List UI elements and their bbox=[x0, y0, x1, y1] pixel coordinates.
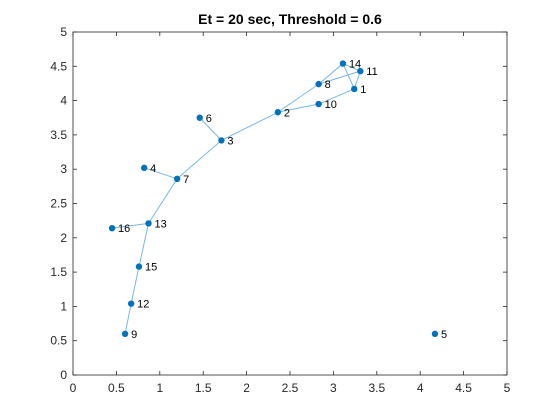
y-tick-label: 3.5 bbox=[50, 128, 67, 142]
y-tick-label: 4 bbox=[60, 94, 67, 108]
edge-8-11 bbox=[318, 70, 361, 85]
x-tick-label: 2 bbox=[243, 381, 250, 395]
y-tick-label: 1 bbox=[60, 299, 67, 313]
x-tick-label: 2.5 bbox=[282, 381, 299, 395]
data-point-12 bbox=[127, 300, 135, 307]
edge-7-3 bbox=[176, 140, 222, 180]
point-label-13: 13 bbox=[155, 218, 167, 230]
point-label-2: 2 bbox=[284, 107, 290, 119]
x-tick-label: 3.5 bbox=[368, 381, 385, 395]
x-tick-label: 4.5 bbox=[455, 381, 472, 395]
edge-9-12 bbox=[124, 303, 132, 334]
y-tick-label: 2.5 bbox=[50, 197, 67, 211]
edge-7-4 bbox=[144, 167, 178, 180]
edge-1-14 bbox=[342, 63, 355, 90]
point-label-12: 12 bbox=[137, 299, 149, 311]
point-label-7: 7 bbox=[183, 174, 189, 186]
point-label-14: 14 bbox=[349, 59, 361, 71]
edge-3-2 bbox=[221, 111, 279, 141]
edge-13-16 bbox=[111, 222, 149, 229]
x-tick-label: 4 bbox=[417, 381, 424, 395]
edge-3-6 bbox=[199, 117, 222, 141]
y-tick-label: 4.5 bbox=[50, 59, 67, 73]
x-tick-label: 0.5 bbox=[108, 381, 125, 395]
edge-12-15 bbox=[130, 266, 140, 304]
y-tick-label: 0 bbox=[60, 368, 67, 382]
point-label-6: 6 bbox=[206, 113, 212, 125]
data-point-4 bbox=[140, 164, 148, 172]
data-point-10 bbox=[315, 100, 322, 108]
data-point-3 bbox=[218, 137, 225, 144]
point-label-11: 11 bbox=[366, 66, 377, 78]
plot-area bbox=[72, 31, 508, 376]
data-point-5 bbox=[431, 330, 439, 338]
x-tick-label: 3 bbox=[330, 381, 337, 395]
point-label-8: 8 bbox=[325, 79, 331, 91]
edge-15-13 bbox=[138, 223, 150, 267]
point-label-15: 15 bbox=[145, 262, 157, 274]
edge-2-10 bbox=[277, 103, 319, 113]
data-point-1 bbox=[351, 85, 358, 93]
x-tick-label: 0 bbox=[70, 381, 77, 395]
edge-13-7 bbox=[148, 178, 178, 224]
x-tick-label: 1.5 bbox=[195, 381, 212, 395]
y-tick-label: 0.5 bbox=[50, 334, 67, 348]
data-point-9 bbox=[121, 330, 129, 338]
data-point-6 bbox=[196, 114, 203, 121]
point-label-9: 9 bbox=[131, 329, 137, 341]
point-label-1: 1 bbox=[360, 84, 366, 96]
x-tick-label: 1 bbox=[156, 381, 163, 395]
data-point-16 bbox=[108, 224, 116, 232]
data-point-7 bbox=[173, 175, 181, 183]
data-point-2 bbox=[274, 109, 282, 116]
point-label-3: 3 bbox=[227, 135, 233, 147]
y-tick-label: 3 bbox=[60, 162, 67, 176]
edge-group bbox=[111, 63, 361, 334]
tick-group: 0 0.5 1 1.5 2 2.5 3 3.5 4 4.5 5 0 0.5 1 1.5 2 2.5 3 3.5 4 4.… bbox=[50, 25, 510, 395]
data-point-8 bbox=[315, 80, 322, 88]
edge-10-1 bbox=[318, 88, 355, 105]
chart-title: Et = 20 sec, Threshold = 0.6 bbox=[198, 11, 382, 27]
y-tick-label: 1.5 bbox=[50, 265, 67, 279]
data-point-15 bbox=[135, 263, 143, 270]
data-point-14 bbox=[339, 60, 347, 67]
y-tick-label: 5 bbox=[60, 25, 67, 39]
point-label-10: 10 bbox=[325, 99, 337, 111]
x-tick-label: 5 bbox=[504, 381, 511, 395]
y-tick-label: 2 bbox=[60, 231, 67, 245]
data-point-13 bbox=[145, 220, 152, 227]
edge-8-14 bbox=[318, 63, 344, 85]
data-point-11 bbox=[357, 67, 364, 75]
point-label-16: 16 bbox=[118, 223, 130, 235]
point-label-4: 4 bbox=[150, 163, 156, 175]
point-label-5: 5 bbox=[441, 329, 447, 341]
edge-2-8 bbox=[277, 83, 319, 113]
